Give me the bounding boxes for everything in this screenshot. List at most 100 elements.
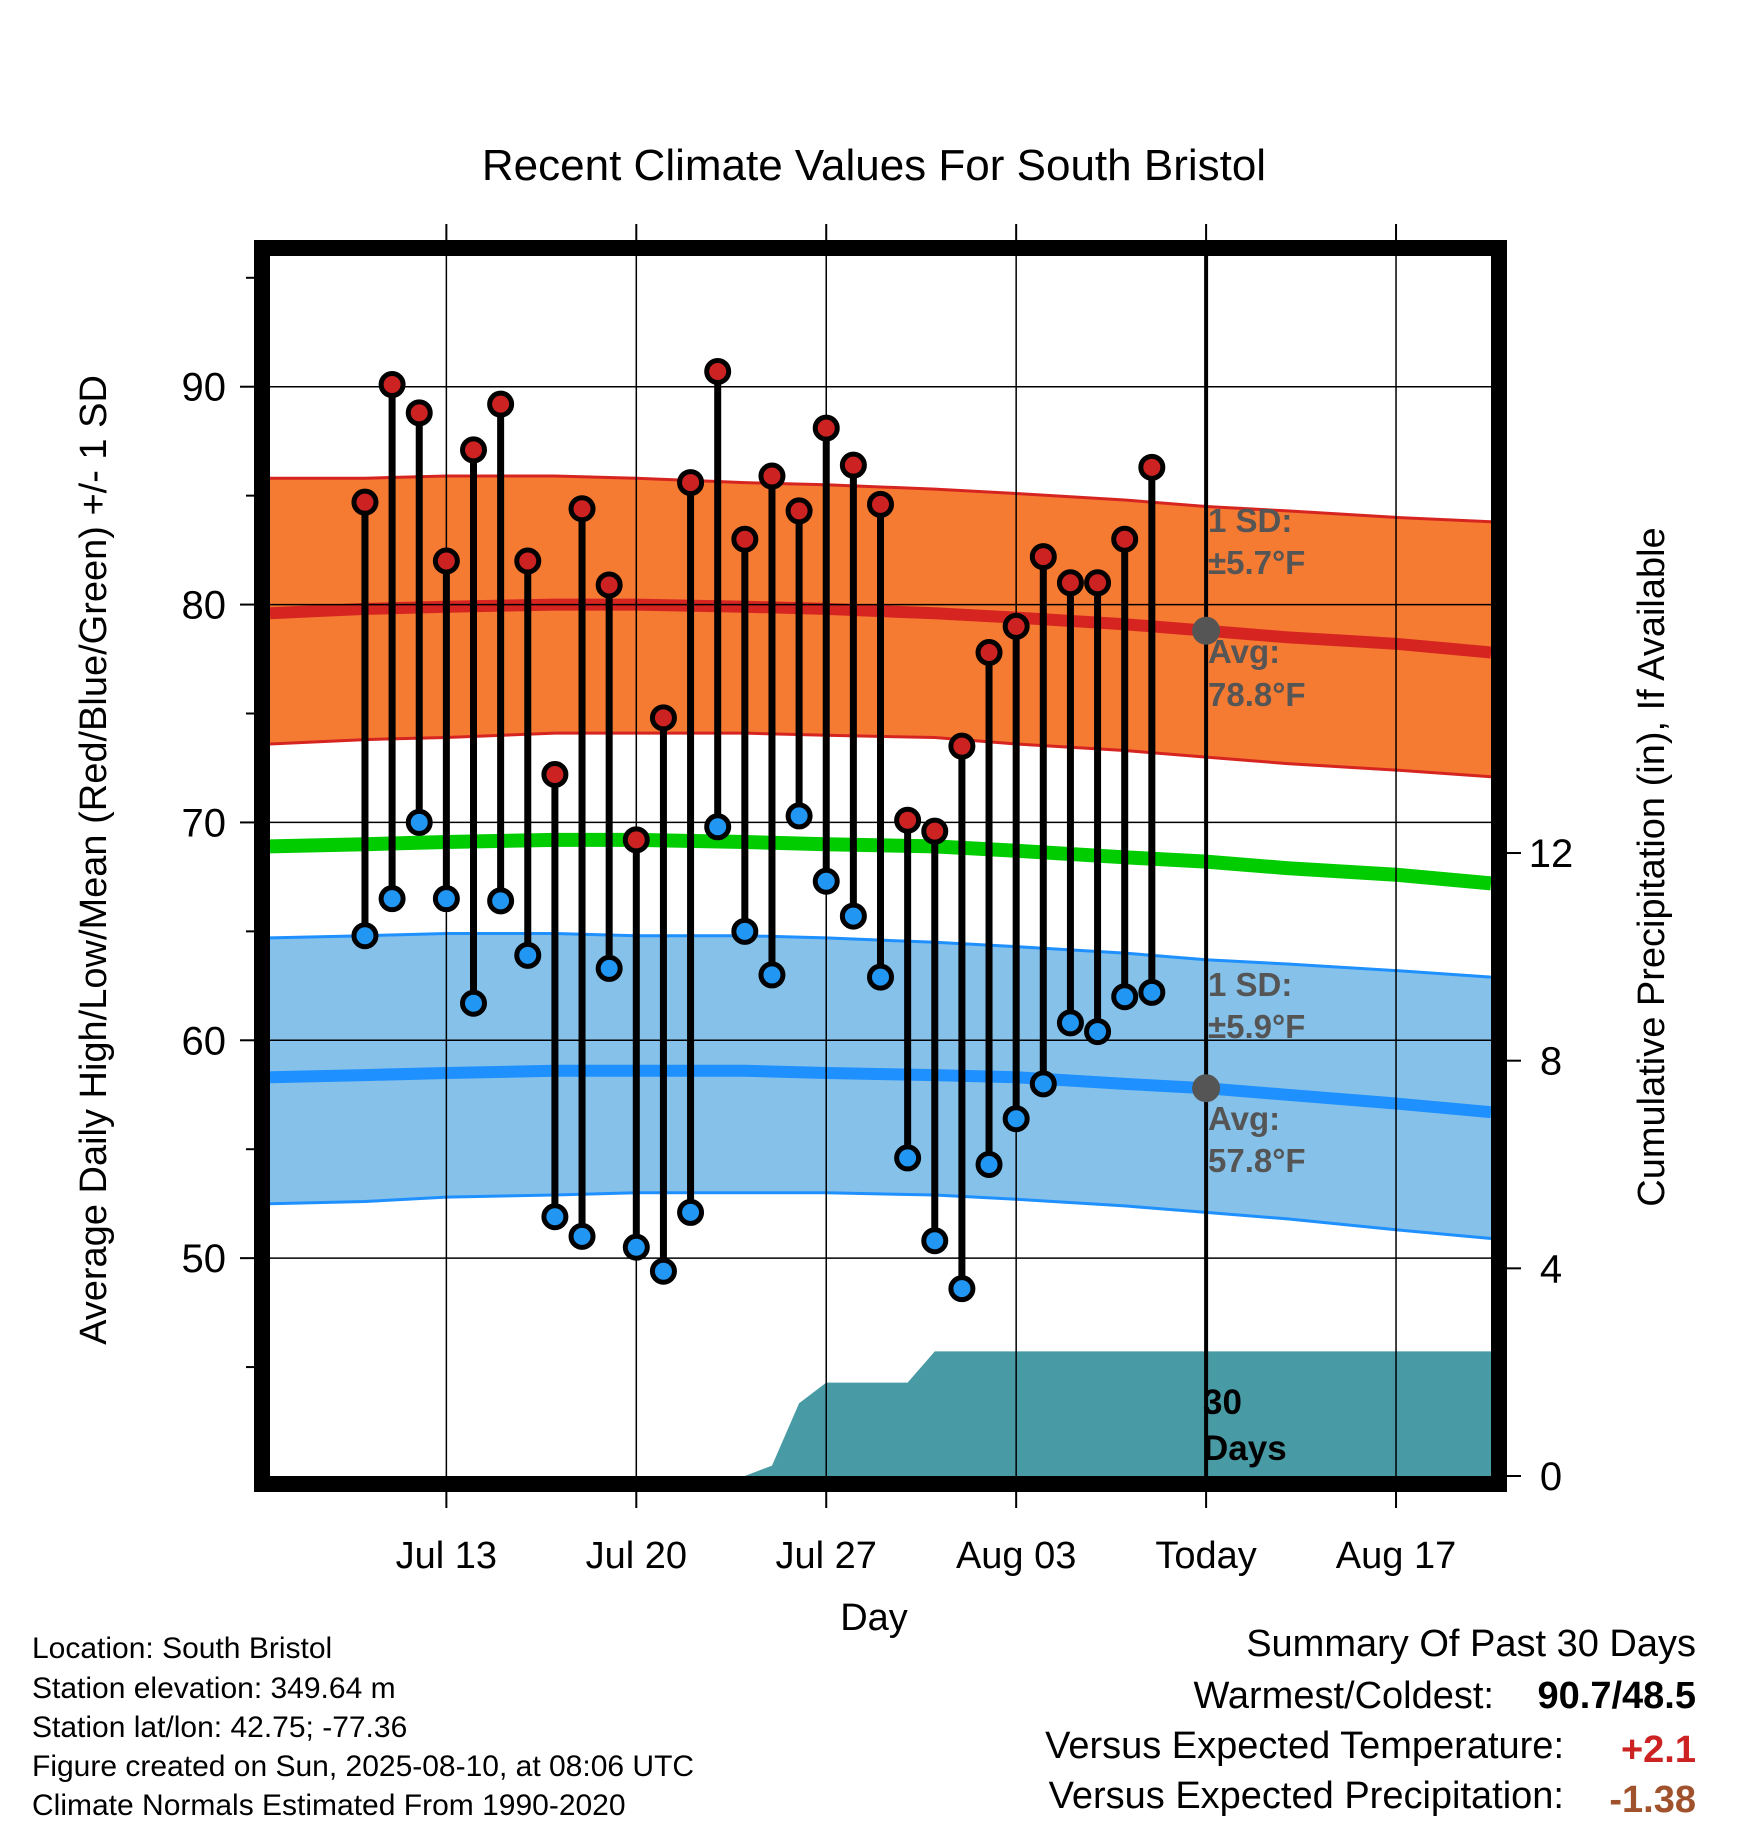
footer-info: Location: South Bristol Station elevatio… (32, 1632, 694, 1822)
daily-low-point (1056, 1009, 1084, 1037)
low-avg-line (269, 1064, 1492, 1119)
daily-low-point (975, 1150, 1003, 1178)
footer-location: Location: South Bristol (32, 1632, 332, 1665)
left-tick-label: 90 (182, 366, 227, 410)
daily-low-point (839, 902, 867, 930)
daily-high-point (432, 547, 460, 575)
low-sd-value: ±5.9°F (1208, 1008, 1305, 1045)
daily-low-point (704, 813, 732, 841)
daily-low-point (677, 1198, 705, 1226)
chart-title: Recent Climate Values For South Bristol (482, 141, 1266, 190)
daily-high-point (894, 806, 922, 834)
daily-high-point (487, 390, 515, 418)
daily-high-point (649, 704, 677, 732)
left-tick-label: 50 (182, 1237, 227, 1281)
footer-normals: Climate Normals Estimated From 1990-2020 (32, 1789, 626, 1822)
high-sd-label: 1 SD: (1208, 502, 1292, 539)
left-tick-label: 70 (182, 801, 227, 845)
x-tick-label: Jul 13 (396, 1535, 497, 1577)
summary-temp-label: Versus Expected Temperature: (1045, 1725, 1564, 1767)
annotations: 1 SD: ±5.7°F Avg: 78.8°F 1 SD: ±5.9°F Av… (1203, 502, 1306, 1468)
daily-high-point (731, 525, 759, 553)
x-tick-label: Today (1155, 1535, 1256, 1577)
daily-low-point (948, 1275, 976, 1303)
daily-low-point (812, 867, 840, 895)
high-avg-label: Avg: (1208, 633, 1280, 670)
x-tick-label: Jul 20 (586, 1535, 687, 1577)
right-tick-label: 4 (1540, 1247, 1562, 1291)
x-axis-title: Day (840, 1597, 908, 1639)
high-avg-value: 78.8°F (1208, 676, 1306, 713)
daily-low-point (1084, 1018, 1112, 1046)
plot-frame (254, 240, 1507, 1492)
daily-low-point (487, 887, 515, 915)
daily-low-point (595, 954, 623, 982)
daily-low-point (921, 1227, 949, 1255)
left-tick-label: 60 (182, 1019, 227, 1063)
daily-low-point (785, 802, 813, 830)
daily-stems (351, 357, 1166, 1303)
summary-box: Summary Of Past 30 Days Warmest/Coldest:… (1045, 1623, 1696, 1821)
footer-created: Figure created on Sun, 2025-08-10, at 08… (32, 1750, 694, 1783)
daily-high-point (758, 462, 786, 490)
daily-high-point (1111, 525, 1139, 553)
daily-low-point (758, 961, 786, 989)
summary-precip-value: -1.38 (1609, 1779, 1696, 1821)
daily-low-point (1111, 983, 1139, 1011)
daily-high-point (351, 488, 379, 516)
low-sd-lower-line (269, 1191, 1492, 1240)
today-marker (1192, 256, 1221, 1476)
daily-high-point (812, 414, 840, 442)
daily-high-point (975, 639, 1003, 666)
low-sd-band (270, 933, 1491, 1239)
right-tick-label: 0 (1540, 1455, 1562, 1499)
daily-low-point (432, 885, 460, 913)
low-sd-label: 1 SD: (1208, 966, 1292, 1003)
daily-low-point (460, 989, 487, 1017)
high-sd-value: ±5.7°F (1208, 544, 1305, 581)
low-avg-label: Avg: (1208, 1100, 1280, 1137)
daily-high-point (460, 436, 487, 464)
footer-latlon: Station lat/lon: 42.75; -77.36 (32, 1711, 407, 1744)
today-high-avg-dot (1192, 616, 1221, 645)
left-axis-title: Average Daily High/Low/Mean (Red/Blue/Gr… (73, 375, 115, 1345)
daily-high-point (378, 371, 406, 399)
daily-low-point (867, 963, 894, 991)
daily-low-point (378, 885, 406, 913)
daily-high-point (568, 495, 596, 523)
daily-high-point (785, 497, 813, 525)
daily-low-point (405, 808, 433, 836)
daily-high-point (541, 761, 569, 788)
daily-high-point (1002, 612, 1030, 640)
daily-low-point (894, 1144, 922, 1172)
normal-bands (269, 474, 1492, 1240)
daily-high-point (1138, 453, 1166, 481)
daily-high-point (622, 826, 650, 854)
daily-low-point (1029, 1070, 1057, 1098)
daily-high-point (405, 399, 433, 427)
daily-high-point (921, 817, 949, 845)
daily-low-point (731, 917, 759, 945)
daily-high-point (677, 469, 705, 497)
x-tick-label: Jul 27 (776, 1535, 877, 1577)
daily-high-point (514, 547, 542, 575)
axes: 50 60 70 80 90 0 4 8 12 Jul 13 Jul 20 Jul 27 Aug 03 T… (182, 224, 1573, 1577)
precipitation-area (270, 1351, 1491, 1476)
low-avg-value: 57.8°F (1208, 1142, 1306, 1179)
summary-warmest-label: Warmest/Coldest: (1193, 1675, 1494, 1717)
x-tick-label: Aug 17 (1336, 1535, 1456, 1577)
daily-high-point (1084, 569, 1112, 597)
high-sd-upper-line (270, 474, 1492, 524)
daily-low-point (622, 1233, 650, 1261)
daily-low-point (1138, 978, 1166, 1006)
daily-low-point (351, 922, 379, 950)
daily-high-point (595, 571, 623, 599)
footer-elevation: Station elevation: 349.64 m (32, 1672, 396, 1705)
days-count: 30 (1203, 1383, 1242, 1422)
left-tick-label: 80 (182, 584, 227, 628)
daily-high-point (1029, 543, 1057, 571)
summary-temp-value: +2.1 (1621, 1729, 1696, 1771)
daily-low-point (568, 1222, 596, 1250)
right-axis-title: Cumulative Precipitation (in), If Availa… (1631, 527, 1673, 1206)
